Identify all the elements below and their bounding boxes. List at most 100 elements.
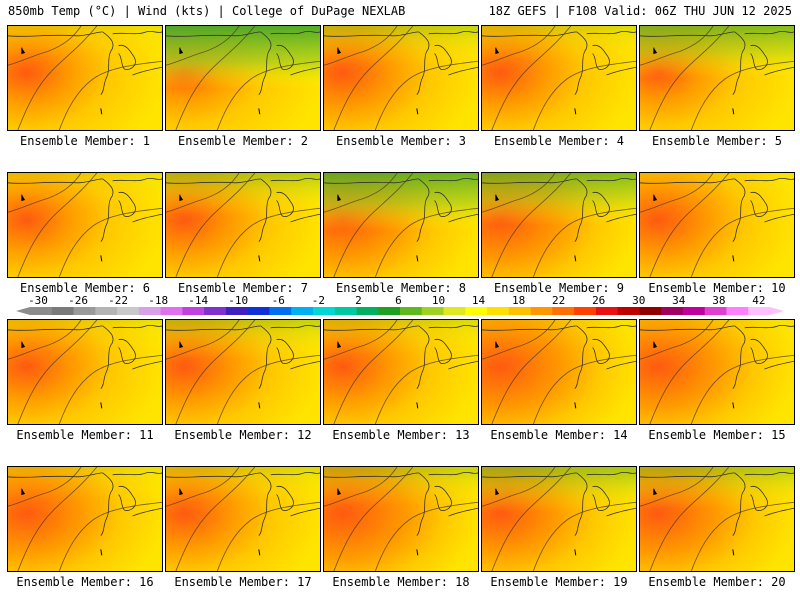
- wind-barb: [21, 194, 25, 202]
- lake-michigan-outline: [732, 325, 746, 389]
- isotherm-contour: [166, 26, 240, 66]
- isotherm-contour: [333, 26, 414, 130]
- isotherm-contour: [491, 467, 572, 571]
- colorbar-tick-label: 6: [395, 294, 402, 307]
- lake-erie-outline: [606, 507, 636, 517]
- lake-huron-outline: [434, 338, 452, 364]
- lake-erie-outline: [132, 66, 162, 76]
- temperature-colorbar: -30 -26 -22 -18 -14 -10 -6 -2 2 6 10 14 18 22 26 30 34 38…: [16, 294, 784, 315]
- lake-superior-outline: [586, 30, 636, 35]
- colorbar-tick-label: -18: [148, 294, 168, 307]
- map-panel: [323, 466, 479, 572]
- wind-barb: [495, 194, 499, 202]
- isotherm-contour: [333, 467, 414, 571]
- wind-barbs: [179, 194, 261, 262]
- isotherm-contour: [532, 207, 636, 277]
- isotherm-contour: [216, 501, 320, 571]
- lake-huron-outline: [592, 44, 610, 70]
- coastline-lines: [324, 471, 478, 536]
- colorbar-swatch: [204, 307, 227, 315]
- panel-caption: Ensemble Member: 17: [174, 575, 312, 589]
- wind-barb: [337, 194, 341, 202]
- lake-huron-outline: [118, 191, 136, 217]
- lake-erie-outline: [764, 213, 794, 223]
- map-panel: [7, 466, 163, 572]
- lake-huron-outline: [434, 485, 452, 511]
- colorbar-swatch: [378, 307, 401, 315]
- wind-barb: [416, 549, 419, 556]
- cool-northern-air: [166, 26, 320, 130]
- temperature-map: [8, 26, 162, 130]
- cool-northern-air: [640, 173, 794, 277]
- map-panel: [639, 25, 795, 131]
- map-panel: [7, 319, 163, 425]
- wind-barb: [337, 341, 341, 349]
- colorbar-swatch: [95, 307, 118, 315]
- coastline-lines: [482, 471, 636, 536]
- lake-michigan-outline: [258, 178, 272, 242]
- isotherm-contour: [324, 173, 398, 213]
- temperature-map: [8, 320, 162, 424]
- wind-barbs: [179, 47, 261, 115]
- wind-barb: [179, 47, 183, 55]
- colorbar-swatch: [400, 307, 423, 315]
- colorbar-tick-label: -30: [28, 294, 48, 307]
- temperature-map: [8, 173, 162, 277]
- isotherm-contour: [482, 320, 556, 360]
- isotherm-contour: [58, 207, 162, 277]
- lake-michigan-outline: [574, 325, 588, 389]
- colorbar-tick-label: 42: [752, 294, 765, 307]
- lake-superior-outline: [428, 324, 478, 329]
- contour-lines: [8, 467, 162, 571]
- lake-erie-outline: [448, 360, 478, 370]
- border-line: [166, 178, 261, 184]
- lake-huron-outline: [118, 44, 136, 70]
- border-line: [166, 472, 261, 478]
- cool-northern-air: [8, 467, 162, 571]
- isotherm-contour: [8, 320, 82, 360]
- isotherm-contour: [649, 26, 730, 130]
- temperature-map: [166, 26, 320, 130]
- isotherm-contour: [58, 501, 162, 571]
- wind-barb: [653, 194, 657, 202]
- wind-barbs: [21, 488, 103, 556]
- lake-michigan-outline: [732, 472, 746, 536]
- contour-lines: [640, 320, 794, 424]
- cool-northern-air: [166, 320, 320, 424]
- colorbar-swatch: [574, 307, 597, 315]
- isotherm-contour: [640, 467, 714, 507]
- isotherm-contour: [649, 467, 730, 571]
- isotherm-contour: [166, 467, 240, 507]
- wind-barb: [21, 488, 25, 496]
- border-line: [482, 178, 577, 184]
- lake-huron-outline: [276, 44, 294, 70]
- isotherm-contour: [374, 60, 478, 130]
- isotherm-contour: [324, 320, 398, 360]
- colorbar-swatch: [51, 307, 75, 315]
- panel-caption: Ensemble Member: 11: [16, 428, 154, 442]
- wind-barb: [495, 47, 499, 55]
- contour-lines: [482, 26, 636, 130]
- wind-barbs: [495, 47, 577, 115]
- cool-northern-air: [324, 26, 478, 130]
- isotherm-contour: [17, 173, 98, 277]
- colorbar-swatch: [595, 307, 619, 315]
- map-panel: [481, 25, 637, 131]
- coastline-lines: [8, 324, 162, 389]
- isotherm-contour: [216, 207, 320, 277]
- wind-barbs: [21, 47, 103, 115]
- cool-northern-air: [8, 320, 162, 424]
- panel-caption: Ensemble Member: 9: [493, 281, 625, 295]
- coastline-lines: [8, 177, 162, 242]
- isotherm-contour: [8, 173, 82, 213]
- temperature-map: [8, 467, 162, 571]
- lake-erie-outline: [606, 213, 636, 223]
- lake-michigan-outline: [574, 178, 588, 242]
- panel-caption: Ensemble Member: 18: [332, 575, 470, 589]
- panel-caption: Ensemble Member: 6: [19, 281, 151, 295]
- colorbar-swatch: [225, 307, 249, 315]
- border-line: [640, 325, 735, 331]
- wind-barb: [179, 194, 183, 202]
- lake-huron-outline: [434, 44, 452, 70]
- panel-caption: Ensemble Member: 16: [16, 575, 154, 589]
